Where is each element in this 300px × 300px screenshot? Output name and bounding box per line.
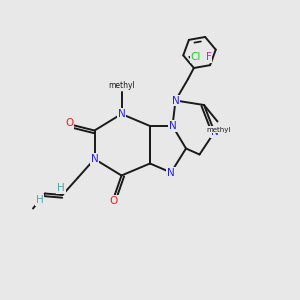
Text: H: H bbox=[57, 183, 65, 194]
Text: N: N bbox=[211, 127, 218, 137]
Text: N: N bbox=[169, 121, 176, 131]
Text: methyl: methyl bbox=[207, 127, 231, 133]
Text: H: H bbox=[36, 195, 43, 205]
Text: N: N bbox=[91, 154, 98, 164]
Text: O: O bbox=[65, 118, 74, 128]
Text: N: N bbox=[167, 167, 175, 178]
Text: Cl: Cl bbox=[191, 52, 201, 62]
Text: N: N bbox=[172, 95, 179, 106]
Text: methyl: methyl bbox=[109, 81, 136, 90]
Text: O: O bbox=[110, 196, 118, 206]
Text: methyl: methyl bbox=[111, 81, 135, 87]
Text: F: F bbox=[206, 52, 211, 62]
Text: N: N bbox=[118, 109, 125, 119]
